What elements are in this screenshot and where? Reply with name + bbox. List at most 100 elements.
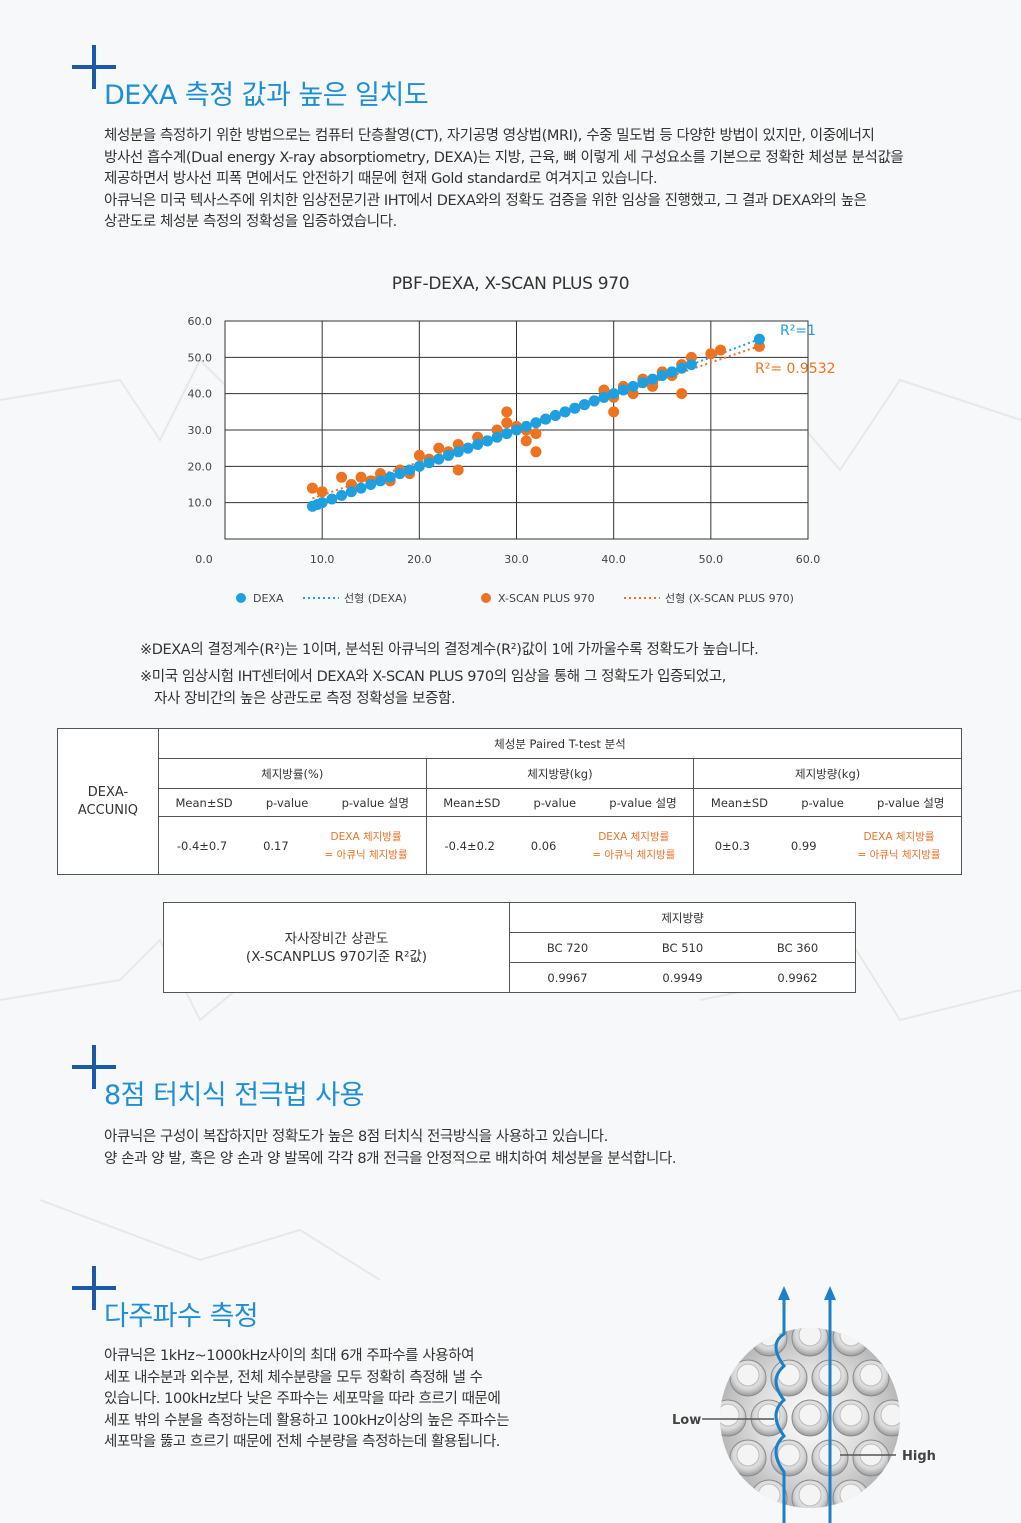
p-value-desc: DEXA 체지방률 = 아큐닉 체지방률 [592, 830, 676, 861]
data-point [442, 449, 454, 461]
ttest-table: DEXA- ACCUNIQ 체성분 Paired T-test 분석 체지방률(… [57, 728, 963, 875]
cell-current-diagram: Low High [672, 1286, 936, 1523]
r2-xscan-label: R²= 0.9532 [755, 361, 836, 377]
x-tick-label: 10.0 [310, 553, 335, 566]
data-point [676, 388, 688, 400]
low-arrow-icon [778, 1286, 790, 1300]
x-tick-label: 60.0 [796, 553, 821, 566]
data-point [306, 482, 318, 494]
p-value: 0.99 [790, 838, 817, 853]
y-tick-label: 40.0 [188, 388, 213, 401]
group-header: 체지방량(kg) [425, 758, 695, 789]
paragraph-line: 아큐닉은 1kHz~1000kHz사이의 최대 6개 주파수를 사용하여 [104, 1348, 475, 1364]
corr-value: 0.9967 [547, 970, 588, 985]
data-point [530, 428, 542, 440]
legend-marker [481, 593, 491, 603]
note-3: 자사 장비간의 높은 상관도로 측정 정확성을 보증함. [154, 691, 456, 707]
cell-inner-icon [839, 1403, 863, 1427]
data-point [413, 449, 425, 461]
data-point [676, 362, 688, 374]
plus-icon [72, 1045, 116, 1089]
data-point [316, 486, 328, 498]
cell-icon [873, 1479, 900, 1508]
x-tick-label: 0.0 [195, 553, 213, 566]
data-point [579, 399, 591, 411]
data-point [588, 395, 600, 407]
model-name: BC 720 [546, 940, 589, 955]
data-point [540, 413, 552, 425]
row-label: 자사장비간 상관도 [284, 930, 389, 947]
mean-sd: -0.4±0.2 [444, 838, 495, 853]
table-title: 제지방량 [509, 902, 856, 933]
section-paragraph: 체성분을 측정하기 위한 방법으로는 컴퓨터 단층촬영(CT), 자기공명 영상… [104, 126, 904, 234]
cell-inner-icon [859, 1363, 883, 1387]
data-point [627, 380, 639, 392]
data-point [394, 468, 406, 480]
data-point [501, 428, 513, 440]
paragraph-line: 세포 내수분과 외수분, 전체 체수분량을 모두 정확히 측정해 낼 수 [104, 1369, 483, 1386]
p-value-desc: DEXA 체지방률 = 아큐닉 체지방률 [324, 830, 408, 861]
y-tick-label: 20.0 [188, 460, 213, 473]
value-cell: -0.4±0.2 0.06 DEXA 체지방률 = 아큐닉 체지방률 [425, 816, 695, 875]
col-header-cell: Mean±SD p-value p-value 설명 [693, 788, 962, 817]
cell-icon [720, 1479, 747, 1508]
data-point [569, 402, 581, 414]
model-row: BC 720 BC 510 BC 360 [509, 932, 856, 963]
data-point [530, 446, 542, 458]
data-point [472, 439, 484, 451]
data-point [520, 420, 532, 432]
data-point [705, 348, 717, 360]
data-point [384, 471, 396, 483]
cell-icon [873, 1328, 900, 1357]
data-point [501, 406, 513, 418]
col-header-cell: Mean±SD p-value p-value 설명 [425, 788, 695, 817]
section-paragraph: 아큐닉은 구성이 복잡하지만 정확도가 높은 8점 터치식 전극방식을 사용하고… [104, 1127, 677, 1170]
cell-inner-icon [798, 1328, 822, 1347]
p-value: 0.17 [263, 838, 289, 853]
col-header: p-value 설명 [877, 795, 945, 810]
paragraph-line: 상관도로 체성분 측정의 정확성을 입증하였습니다. [104, 214, 397, 230]
table-title: 체성분 Paired T-test 분석 [157, 728, 963, 759]
col-header-cell: Mean±SD p-value p-value 설명 [157, 788, 427, 817]
row-label: DEXA- [87, 784, 129, 800]
data-point [462, 442, 474, 454]
p-value: 0.06 [530, 838, 557, 853]
section-paragraph: 아큐닉은 1kHz~1000kHz사이의 최대 6개 주파수를 사용하여 세포 … [104, 1346, 510, 1454]
cell-inner-icon [777, 1443, 801, 1467]
note-2: ※미국 임상시험 IHT센터에서 DEXA와 X-SCAN PLUS 970의 … [140, 669, 726, 685]
paragraph-line: 체성분을 측정하기 위한 방법으로는 컴퓨터 단층촬영(CT), 자기공명 영상… [104, 128, 875, 144]
data-point [452, 464, 464, 476]
cell-inner-icon [839, 1328, 863, 1347]
cell-inner-icon [720, 1483, 740, 1507]
data-point [326, 493, 338, 505]
x-tick-label: 30.0 [504, 553, 529, 566]
data-point [355, 482, 367, 494]
data-point [608, 388, 620, 400]
section-title: DEXA 측정 값과 높은 일치도 [104, 80, 429, 111]
data-point [753, 333, 765, 345]
value-row: 0.9967 0.9949 0.9962 [509, 962, 856, 993]
col-header: p-value 설명 [341, 795, 409, 810]
row-label-cell: DEXA- ACCUNIQ [57, 728, 159, 875]
paragraph-line: 아큐닉은 미국 텍사스주에 위치한 임상전문기관 IHT에서 DEXA와의 정확… [104, 192, 867, 209]
x-tick-label: 50.0 [699, 553, 724, 566]
data-point [433, 442, 445, 454]
low-label: Low [672, 1413, 701, 1428]
cell-inner-icon [839, 1483, 863, 1507]
legend-marker [236, 593, 246, 603]
data-point [715, 344, 727, 356]
cell-icon [893, 1359, 900, 1397]
y-tick-label: 50.0 [188, 351, 213, 364]
section-title: 다주파수 측정 [104, 1301, 259, 1332]
cell-inner-icon [757, 1403, 781, 1427]
mean-sd: 0±0.3 [714, 838, 750, 853]
data-point [413, 460, 425, 472]
data-point [433, 453, 445, 465]
paragraph-line: 양 손과 양 발, 혹은 양 손과 양 발목에 각각 8개 전극을 안정적으로 … [104, 1150, 677, 1167]
y-tick-label: 10.0 [188, 497, 213, 510]
col-header: p-value 설명 [609, 795, 677, 810]
data-point [549, 409, 561, 421]
data-point [345, 486, 357, 498]
data-point [365, 479, 377, 490]
col-header: p-value [533, 795, 577, 810]
